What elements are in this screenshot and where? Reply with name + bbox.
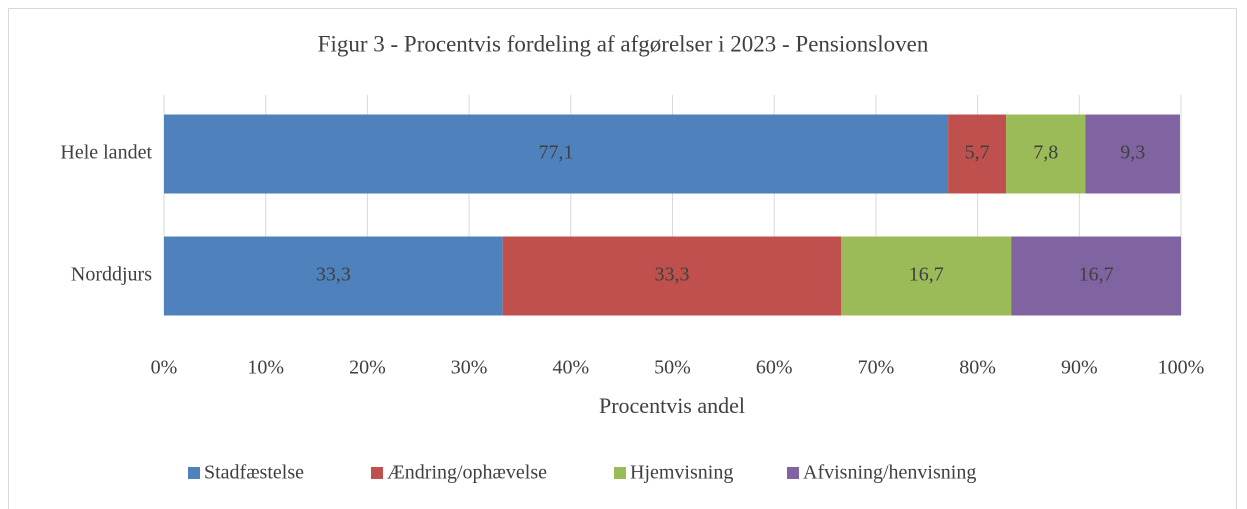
- x-axis-title: Procentvis andel: [599, 393, 745, 418]
- bar-segment: [502, 236, 842, 316]
- legend-swatch: [188, 467, 200, 479]
- data-label: 9,3: [1120, 142, 1145, 164]
- legend-label: Hjemvisning: [630, 462, 733, 484]
- bar-segment: [1011, 236, 1181, 316]
- legend-label: Afvisning/henvisning: [803, 462, 976, 484]
- legend-swatch: [614, 467, 626, 479]
- data-label: 5,7: [965, 142, 990, 164]
- x-tick-label: 100%: [1158, 357, 1205, 379]
- bar-segment: [841, 236, 1012, 316]
- bar-segment: [1085, 114, 1180, 194]
- x-tick-label: 30%: [451, 357, 488, 379]
- x-tick-label: 90%: [1061, 357, 1098, 379]
- bar-segment: [1006, 114, 1086, 194]
- bar-segment: [948, 114, 1007, 194]
- legend-label: Ændring/ophævelse: [387, 462, 547, 484]
- x-tick-label: 80%: [959, 357, 996, 379]
- data-label: 16,7: [909, 264, 944, 286]
- bar-segment: [164, 114, 949, 194]
- x-tick-label: 20%: [349, 357, 386, 379]
- data-label: 7,8: [1033, 142, 1058, 164]
- data-label: 33,3: [316, 264, 351, 286]
- x-tick-label: 70%: [858, 357, 895, 379]
- x-tick-label: 10%: [247, 357, 284, 379]
- y-tick-label: Hele landet: [60, 142, 152, 164]
- x-tick-label: 50%: [654, 357, 691, 379]
- chart-frame: [8, 8, 1237, 509]
- legend-swatch: [787, 467, 799, 479]
- chart-title: Figur 3 - Procentvis fordeling af afgøre…: [318, 31, 929, 56]
- data-label: 16,7: [1079, 264, 1114, 286]
- x-tick-label: 60%: [756, 357, 793, 379]
- data-label: 33,3: [654, 264, 689, 286]
- y-tick-label: Norddjurs: [71, 264, 152, 286]
- x-tick-label: 0%: [151, 357, 178, 379]
- bar-segment: [164, 236, 503, 316]
- legend-swatch: [371, 467, 383, 479]
- legend-label: Stadfæstelse: [204, 462, 304, 484]
- data-label: 77,1: [539, 142, 574, 164]
- x-tick-label: 40%: [552, 357, 589, 379]
